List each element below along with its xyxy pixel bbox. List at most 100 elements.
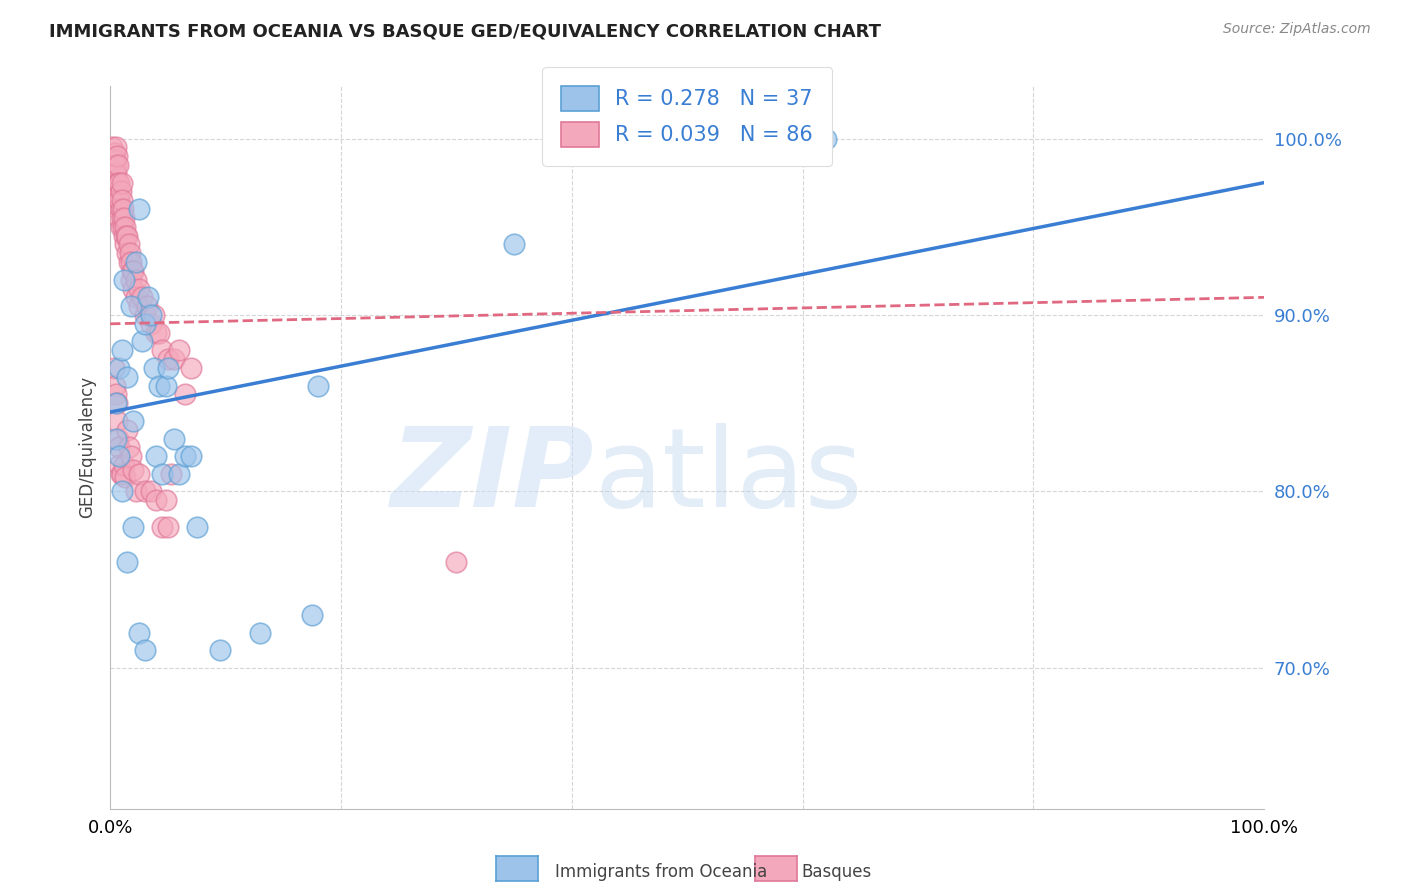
Point <box>103 360 125 375</box>
Point <box>503 237 526 252</box>
Point <box>145 326 167 340</box>
Point <box>114 219 136 234</box>
Point <box>169 467 191 481</box>
Point <box>107 432 129 446</box>
Point <box>139 484 162 499</box>
Point <box>131 290 153 304</box>
Point <box>110 467 132 481</box>
Point <box>122 414 145 428</box>
Text: ZIP: ZIP <box>391 423 595 530</box>
Point <box>112 273 135 287</box>
Point <box>111 176 134 190</box>
Point <box>120 255 142 269</box>
Point <box>145 493 167 508</box>
Point <box>114 237 136 252</box>
Text: atlas: atlas <box>595 423 863 530</box>
Text: Basques: Basques <box>801 863 872 881</box>
Point <box>128 467 150 481</box>
Point <box>104 140 127 154</box>
Point <box>104 145 127 160</box>
Point <box>112 458 135 472</box>
Point <box>110 202 132 216</box>
Point <box>128 299 150 313</box>
Point <box>814 131 837 145</box>
Point <box>117 255 139 269</box>
Point <box>301 607 323 622</box>
Point <box>180 449 202 463</box>
Point <box>180 360 202 375</box>
Point <box>105 149 128 163</box>
Point <box>156 360 179 375</box>
Point <box>120 449 142 463</box>
Point <box>148 326 170 340</box>
Point <box>136 299 159 313</box>
Point <box>117 228 139 243</box>
Point <box>143 308 166 322</box>
Point <box>104 378 127 392</box>
Point <box>105 185 128 199</box>
Point <box>114 470 136 484</box>
Point <box>110 185 132 199</box>
Point <box>105 396 128 410</box>
Point <box>122 264 145 278</box>
Point <box>104 167 127 181</box>
Point <box>150 343 173 358</box>
Point <box>162 432 184 446</box>
Point <box>104 153 127 167</box>
Point <box>108 441 131 455</box>
Point <box>112 228 135 243</box>
Point <box>112 211 135 225</box>
Point <box>108 360 131 375</box>
Point <box>174 449 197 463</box>
Point <box>122 463 145 477</box>
Point <box>136 290 159 304</box>
Text: IMMIGRANTS FROM OCEANIA VS BASQUE GED/EQUIVALENCY CORRELATION CHART: IMMIGRANTS FROM OCEANIA VS BASQUE GED/EQ… <box>49 22 882 40</box>
Point <box>105 414 128 428</box>
Y-axis label: GED/Equivalency: GED/Equivalency <box>79 376 96 518</box>
Point <box>103 158 125 172</box>
Point <box>186 520 208 534</box>
Point <box>174 387 197 401</box>
Point <box>145 449 167 463</box>
Point <box>111 484 134 499</box>
Point <box>108 211 131 225</box>
Point <box>139 317 162 331</box>
Point <box>107 176 129 190</box>
Point <box>139 308 162 322</box>
Point <box>111 219 134 234</box>
Point <box>118 246 141 260</box>
Point <box>307 378 329 392</box>
Point <box>108 194 131 208</box>
Point <box>124 273 146 287</box>
Point <box>134 308 156 322</box>
Legend: R = 0.278   N = 37, R = 0.039   N = 86: R = 0.278 N = 37, R = 0.039 N = 86 <box>543 67 832 166</box>
Point <box>108 449 131 463</box>
Point <box>117 246 139 260</box>
Point <box>155 378 177 392</box>
Point <box>104 396 127 410</box>
Point <box>104 387 127 401</box>
Point <box>101 140 124 154</box>
Point <box>148 378 170 392</box>
Point <box>117 441 139 455</box>
Point <box>111 202 134 216</box>
Point <box>108 458 131 472</box>
Point <box>120 299 142 313</box>
Point <box>134 317 156 331</box>
Point <box>103 149 125 163</box>
Point <box>105 194 128 208</box>
Point <box>208 643 231 657</box>
Point <box>105 176 128 190</box>
Point <box>111 467 134 481</box>
Point <box>249 625 271 640</box>
Point <box>121 264 143 278</box>
Point <box>156 352 179 367</box>
Point <box>124 484 146 499</box>
Text: Source: ZipAtlas.com: Source: ZipAtlas.com <box>1223 22 1371 37</box>
Point <box>143 360 166 375</box>
Point <box>169 343 191 358</box>
Point <box>131 334 153 349</box>
Point <box>104 176 127 190</box>
Point <box>107 158 129 172</box>
Point <box>122 281 145 295</box>
